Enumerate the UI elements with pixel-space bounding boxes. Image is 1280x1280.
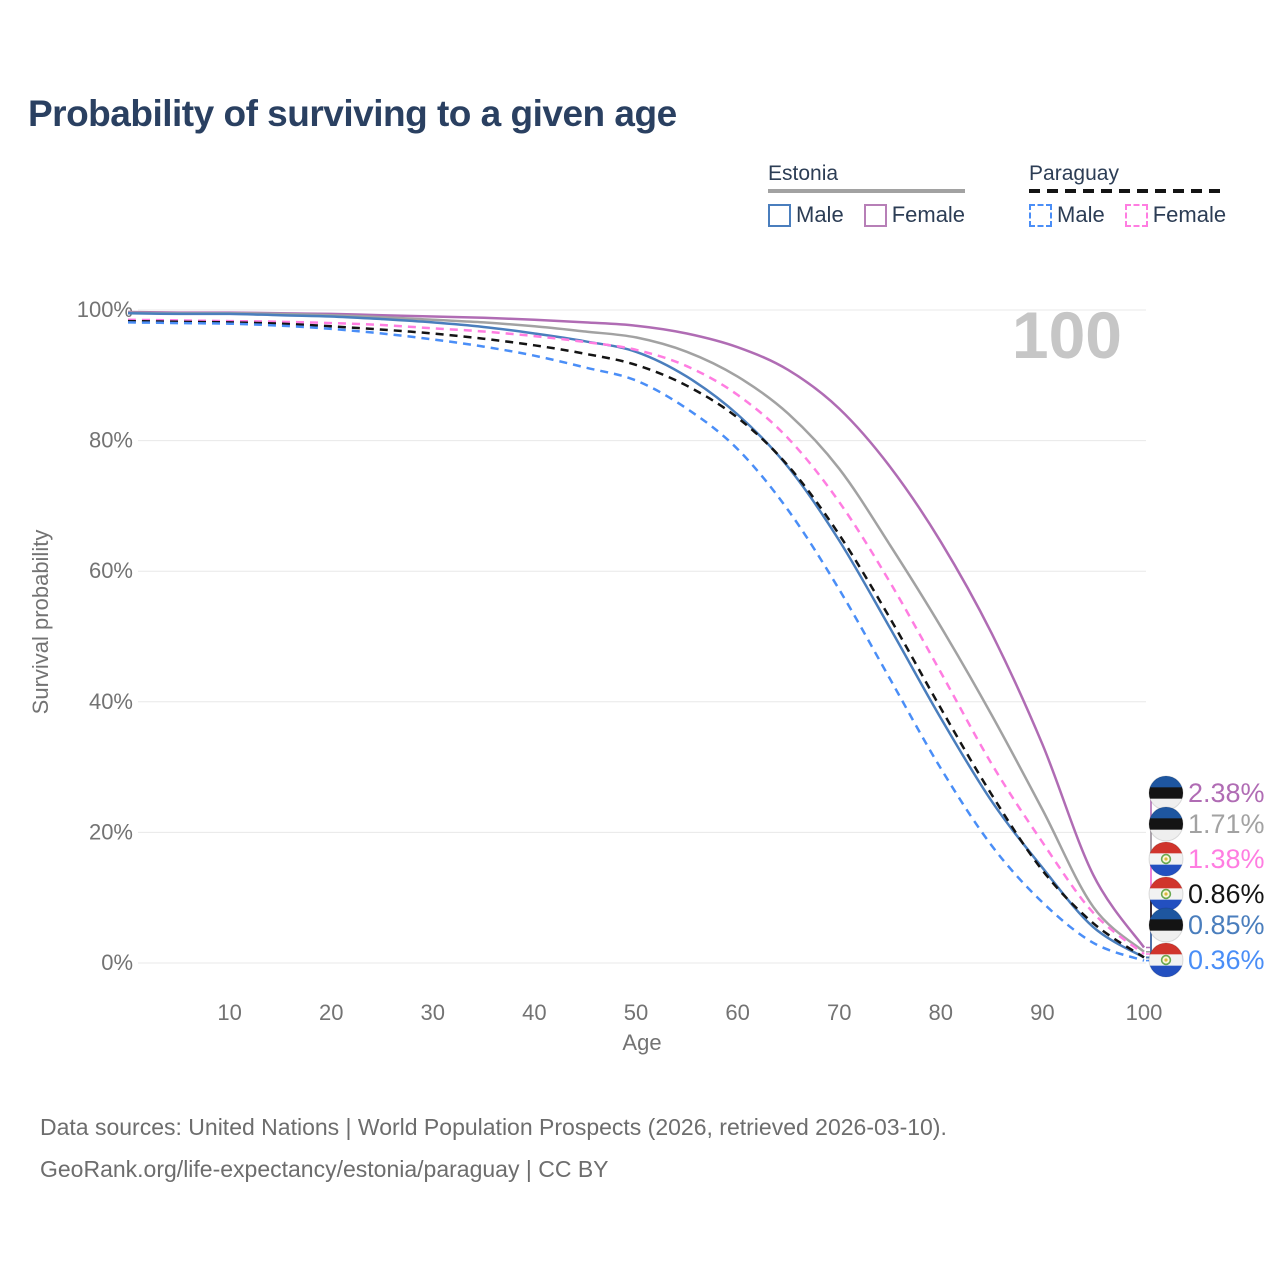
flag-stripe [1149, 776, 1183, 788]
flag-stripe [1149, 818, 1183, 831]
paraguay-emblem-star [1164, 857, 1168, 861]
flag-stripe [1149, 908, 1183, 920]
flag-rim [1148, 907, 1184, 943]
legend-swatch-paraguay-male [1029, 203, 1053, 227]
legend-label-estonia-female: Female [891, 202, 966, 227]
end-value-label-paraguay: 0.86% [1188, 879, 1265, 909]
flag-stripe [1149, 864, 1183, 876]
flag-stripe [1149, 829, 1183, 841]
x-tick-label: 50 [624, 1000, 648, 1025]
legend-item-paraguay-female[interactable]: Female [1124, 202, 1227, 228]
series-line-estonia[interactable] [127, 311, 1145, 953]
flag-stripe [1149, 899, 1183, 911]
source-line-2: GeoRank.org/life-expectancy/estonia/para… [40, 1156, 609, 1182]
estonia-flag-icon [1149, 807, 1183, 841]
flag-rim [1148, 841, 1184, 877]
flag-stripe [1149, 965, 1183, 977]
y-tick-label: 60% [89, 558, 133, 583]
axis-label-y: Survival probability [28, 530, 53, 715]
legend-item-paraguay-male[interactable]: Male [1029, 202, 1105, 228]
source-footer: Data sources: United Nations | World Pop… [40, 1106, 947, 1190]
source-line-1: Data sources: United Nations | World Pop… [40, 1114, 947, 1140]
legend-swatch-estonia-female [863, 203, 887, 227]
flag-stripe [1149, 877, 1183, 889]
legend-label-estonia-male: Male [796, 202, 844, 227]
series-line-estonia-male[interactable] [127, 312, 1145, 959]
paraguay-emblem-star [1164, 958, 1168, 962]
x-tick-label: 90 [1030, 1000, 1054, 1025]
paraguay-flag-icon [1149, 943, 1183, 977]
flag-stripe [1149, 842, 1183, 854]
flag-stripe [1149, 930, 1183, 942]
end-value-label-estonia: 1.71% [1188, 809, 1265, 839]
flag-stripe [1149, 943, 1183, 955]
legend-swatch-estonia-male [768, 203, 791, 227]
y-tick-label: 0% [101, 950, 133, 975]
y-tick-label: 100% [77, 297, 133, 322]
end-value-label-estonia-female: 2.38% [1188, 778, 1265, 808]
legend-group-paraguay-label: Paraguay [1029, 162, 1119, 185]
series-line-paraguay[interactable] [127, 319, 1145, 959]
chart-legend: Estonia Male Female Paraguay Male [768, 162, 1227, 228]
x-tick-label: 70 [827, 1000, 851, 1025]
y-tick-label: 80% [89, 428, 133, 453]
page-title: Probability of surviving to a given age [28, 93, 677, 134]
hover-age-watermark: 100 [1012, 298, 1122, 372]
x-tick-label: 60 [725, 1000, 749, 1025]
flag-rim [1148, 806, 1184, 842]
estonia-flag-icon [1149, 908, 1183, 942]
paraguay-flag-icon [1149, 842, 1183, 876]
x-tick-label: 30 [421, 1000, 445, 1025]
end-value-label-estonia-male: 0.85% [1188, 910, 1265, 940]
legend-item-estonia-female[interactable]: Female [863, 202, 966, 228]
paraguay-flag-icon [1149, 877, 1183, 911]
legend-group-estonia: Estonia Male Female [768, 162, 966, 228]
flag-rim [1148, 942, 1184, 978]
x-tick-label: 100 [1126, 1000, 1163, 1025]
x-tick-label: 80 [929, 1000, 953, 1025]
flag-stripe [1149, 787, 1183, 800]
y-tick-label: 20% [89, 819, 133, 844]
legend-group-estonia-label: Estonia [768, 162, 839, 185]
legend-estonia-line-sample [768, 189, 966, 193]
legend-label-paraguay-male: Male [1057, 202, 1105, 227]
series-line-paraguay-female[interactable] [127, 318, 1145, 955]
end-value-label-paraguay-male: 0.36% [1188, 945, 1265, 975]
paraguay-emblem-star [1164, 892, 1168, 896]
axis-label-x: Age [622, 1030, 661, 1055]
series-line-paraguay-male[interactable] [127, 321, 1145, 962]
estonia-flag-icon [1149, 776, 1183, 810]
flag-stripe [1149, 807, 1183, 819]
x-tick-label: 10 [217, 1000, 241, 1025]
legend-swatch-paraguay-female [1124, 203, 1148, 227]
legend-paraguay-line-sample [1029, 189, 1227, 193]
legend-label-paraguay-female: Female [1152, 202, 1227, 227]
flag-stripe [1149, 798, 1183, 810]
series-line-estonia-female[interactable] [127, 310, 1146, 949]
flag-stripe [1149, 919, 1183, 932]
x-tick-label: 20 [319, 1000, 343, 1025]
x-tick-label: 40 [522, 1000, 546, 1025]
legend-item-estonia-male[interactable]: Male [768, 202, 844, 228]
end-value-label-paraguay-female: 1.38% [1188, 844, 1265, 874]
legend-group-paraguay: Paraguay Male Female [1029, 162, 1227, 228]
y-tick-label: 40% [89, 689, 133, 714]
